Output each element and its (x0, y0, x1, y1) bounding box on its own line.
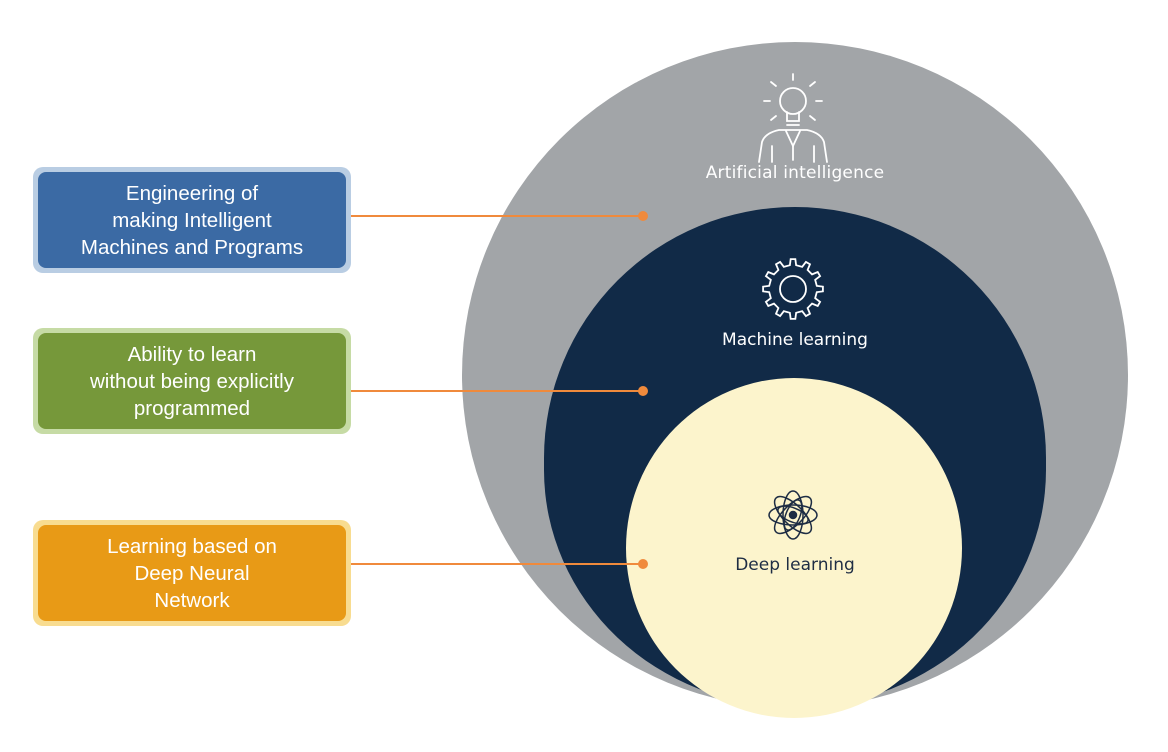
dl-circle-label: Deep learning (735, 555, 855, 575)
dl-connector-dot (638, 559, 648, 569)
gear-icon (762, 258, 824, 320)
ml-description-callout: Ability to learn without being explicitl… (33, 328, 351, 434)
lightbulb-person-icon (758, 73, 828, 163)
neural-network-icon (768, 490, 818, 540)
ai-circle-label: Artificial intelligence (705, 163, 885, 183)
ml-connector-dot (638, 386, 648, 396)
dl-circle (626, 378, 962, 718)
ai-description-text: Engineering of making Intelligent Machin… (80, 181, 304, 259)
ai-description-callout: Engineering of making Intelligent Machin… (33, 167, 351, 273)
ml-description-text: Ability to learn without being explicitl… (90, 342, 294, 420)
ml-circle-label: Machine learning (722, 330, 868, 350)
dl-description-text: Learning based on Deep Neural Network (107, 534, 277, 612)
ai-connector-dot (638, 211, 648, 221)
dl-description-callout: Learning based on Deep Neural Network (33, 520, 351, 626)
